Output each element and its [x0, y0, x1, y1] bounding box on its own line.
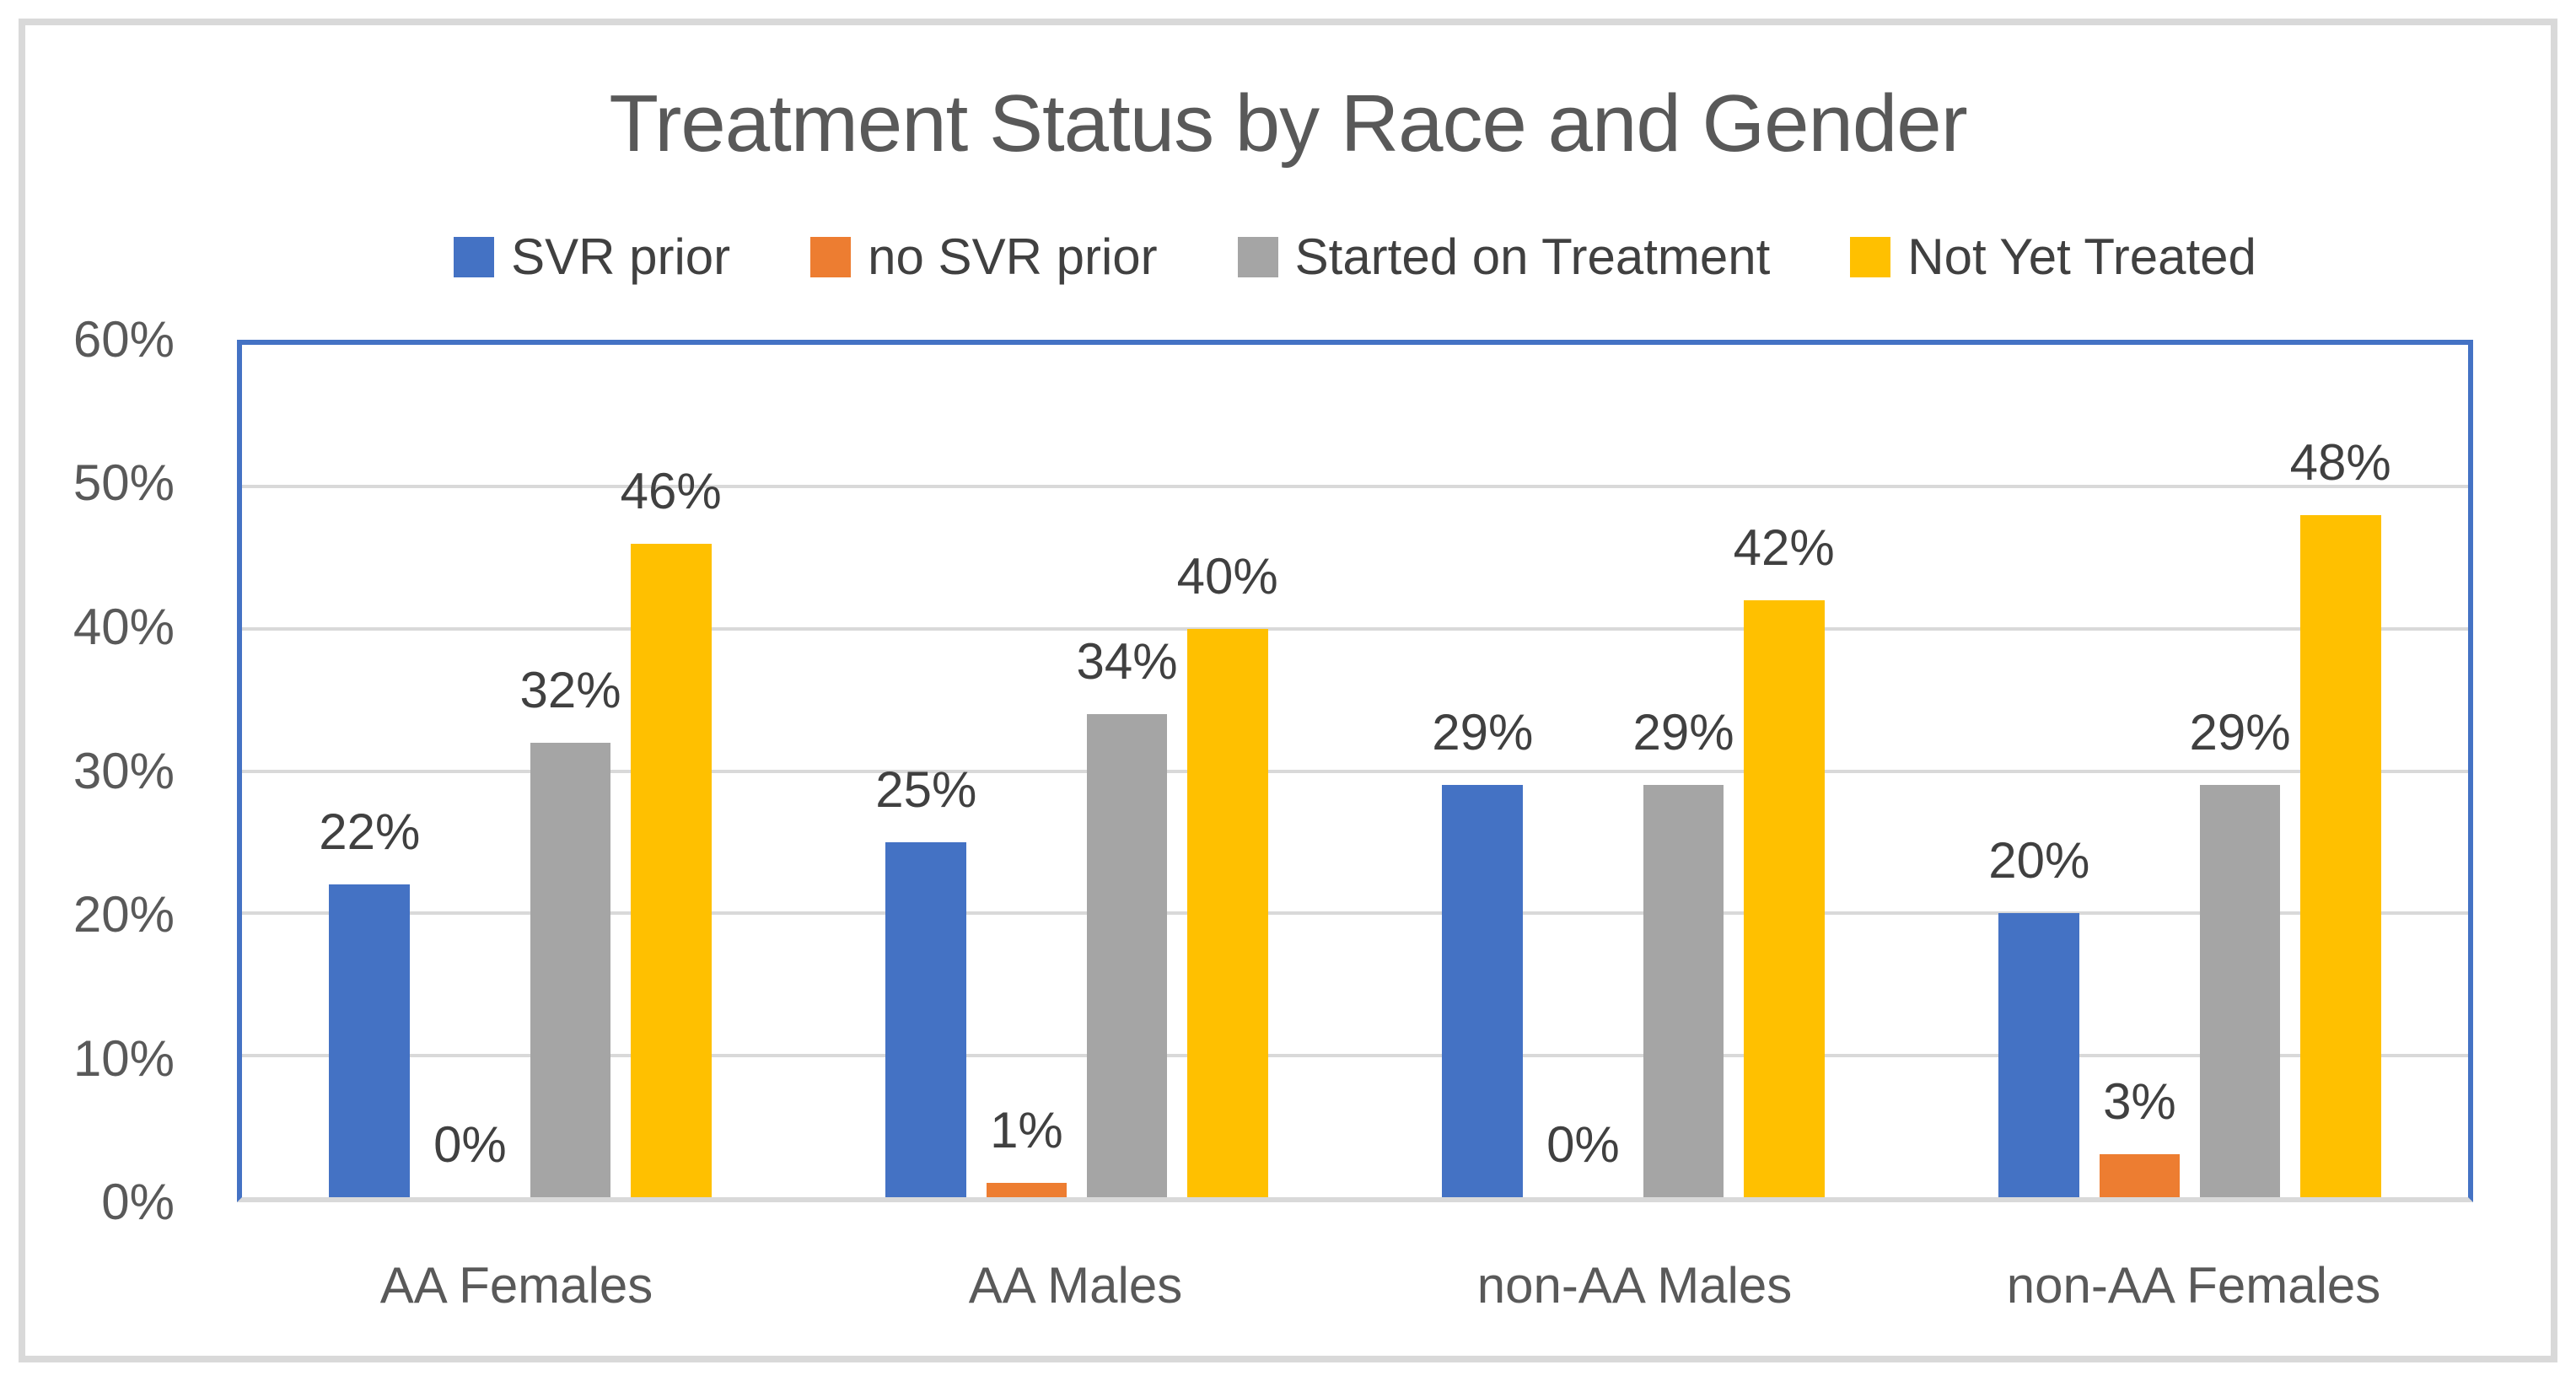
x-axis-category-label: AA Males — [968, 1257, 1183, 1314]
bar-value-label: 46% — [620, 462, 722, 519]
legend-swatch — [1850, 236, 1891, 277]
x-axis-category-label: non-AA Males — [1476, 1257, 1793, 1314]
y-axis-tick-label: 0% — [101, 1174, 175, 1230]
x-axis: AA Females AA Males non-AA Males non-AA Fem… — [237, 1258, 2473, 1325]
y-axis-tick-label: 10% — [73, 1029, 175, 1087]
chart-outer-frame — [19, 19, 2557, 1362]
bar-value-label: 0% — [433, 1116, 507, 1173]
bar-non-aa-females-no-svr-prior — [2099, 1154, 2181, 1197]
legend-swatch — [454, 236, 495, 277]
bar-value-label: 22% — [319, 803, 421, 861]
bar-value-label: 48% — [2289, 434, 2391, 492]
bar-value-label: 20% — [1988, 832, 2090, 889]
bar-aa-males-started-on-treatment — [1086, 714, 1168, 1197]
x-axis-category-label: non-AA Females — [2006, 1257, 2381, 1314]
gridline — [242, 626, 2468, 631]
gridline — [242, 1053, 2468, 1057]
bar-aa-males-no-svr-prior — [986, 1183, 1068, 1197]
y-axis-tick-label: 40% — [73, 598, 175, 655]
legend: SVR prior no SVR prior Started on Treatmen… — [237, 228, 2473, 286]
x-axis-category-label: AA Females — [379, 1257, 653, 1314]
bar-value-label: 40% — [1176, 548, 1278, 605]
legend-item-label: Not Yet Treated — [1907, 228, 2256, 285]
bar-aa-females-started-on-treatment — [530, 742, 611, 1197]
bar-non-aa-females-not-yet-treated — [2299, 515, 2381, 1197]
bar-value-label: 29% — [1432, 704, 1534, 761]
bar-value-label: 25% — [875, 760, 977, 818]
bar-value-label: 34% — [1076, 633, 1178, 690]
legend-item-no-svr-prior: no SVR prior — [810, 228, 1158, 286]
legend-item-not-yet-treated: Not Yet Treated — [1850, 228, 2256, 286]
bar-aa-males-not-yet-treated — [1186, 629, 1268, 1197]
bar-value-label: 1% — [990, 1102, 1063, 1159]
bar-non-aa-males-not-yet-treated — [1743, 600, 1825, 1197]
legend-swatch — [810, 236, 852, 277]
y-axis-tick-label: 60% — [73, 311, 175, 368]
bar-non-aa-males-started-on-treatment — [1643, 785, 1724, 1197]
bar-value-label: 42% — [1733, 519, 1835, 577]
bar-aa-males-svr-prior — [885, 841, 967, 1197]
bar-aa-females-not-yet-treated — [630, 543, 712, 1197]
bar-value-label: 3% — [2103, 1073, 2176, 1131]
legend-item-label: no SVR prior — [868, 228, 1158, 285]
bar-non-aa-males-svr-prior — [1442, 785, 1524, 1197]
legend-item-svr-prior: SVR prior — [454, 228, 730, 286]
legend-item-label: SVR prior — [511, 228, 731, 285]
bar-non-aa-females-svr-prior — [1998, 913, 2080, 1197]
y-axis-tick-label: 50% — [73, 454, 175, 512]
y-axis-tick-label: 20% — [73, 885, 175, 943]
bar-aa-females-svr-prior — [329, 884, 411, 1197]
gridline — [242, 485, 2468, 489]
legend-item-started-on-treatment: Started on Treatment — [1237, 228, 1771, 286]
gridline — [242, 911, 2468, 915]
plot-area: 22% 0% 32% 46% 25% 1% 34% 40% 29% 0% 29% 42% 20% 3% 29… — [237, 340, 2473, 1202]
gridline — [242, 769, 2468, 773]
legend-swatch — [1237, 236, 1278, 277]
chart-title: Treatment Status by Race and Gender — [609, 78, 1967, 169]
y-axis-tick-label: 30% — [73, 742, 175, 799]
bar-non-aa-females-started-on-treatment — [2199, 785, 2281, 1197]
bar-value-label: 29% — [1632, 704, 1734, 761]
bar-value-label: 0% — [1546, 1116, 1620, 1173]
y-axis: 0% 10% 20% 30% 40% 50% 60% — [0, 314, 175, 1228]
bar-value-label: 29% — [2189, 704, 2291, 761]
legend-item-label: Started on Treatment — [1294, 228, 1771, 285]
bar-value-label: 32% — [519, 661, 621, 718]
